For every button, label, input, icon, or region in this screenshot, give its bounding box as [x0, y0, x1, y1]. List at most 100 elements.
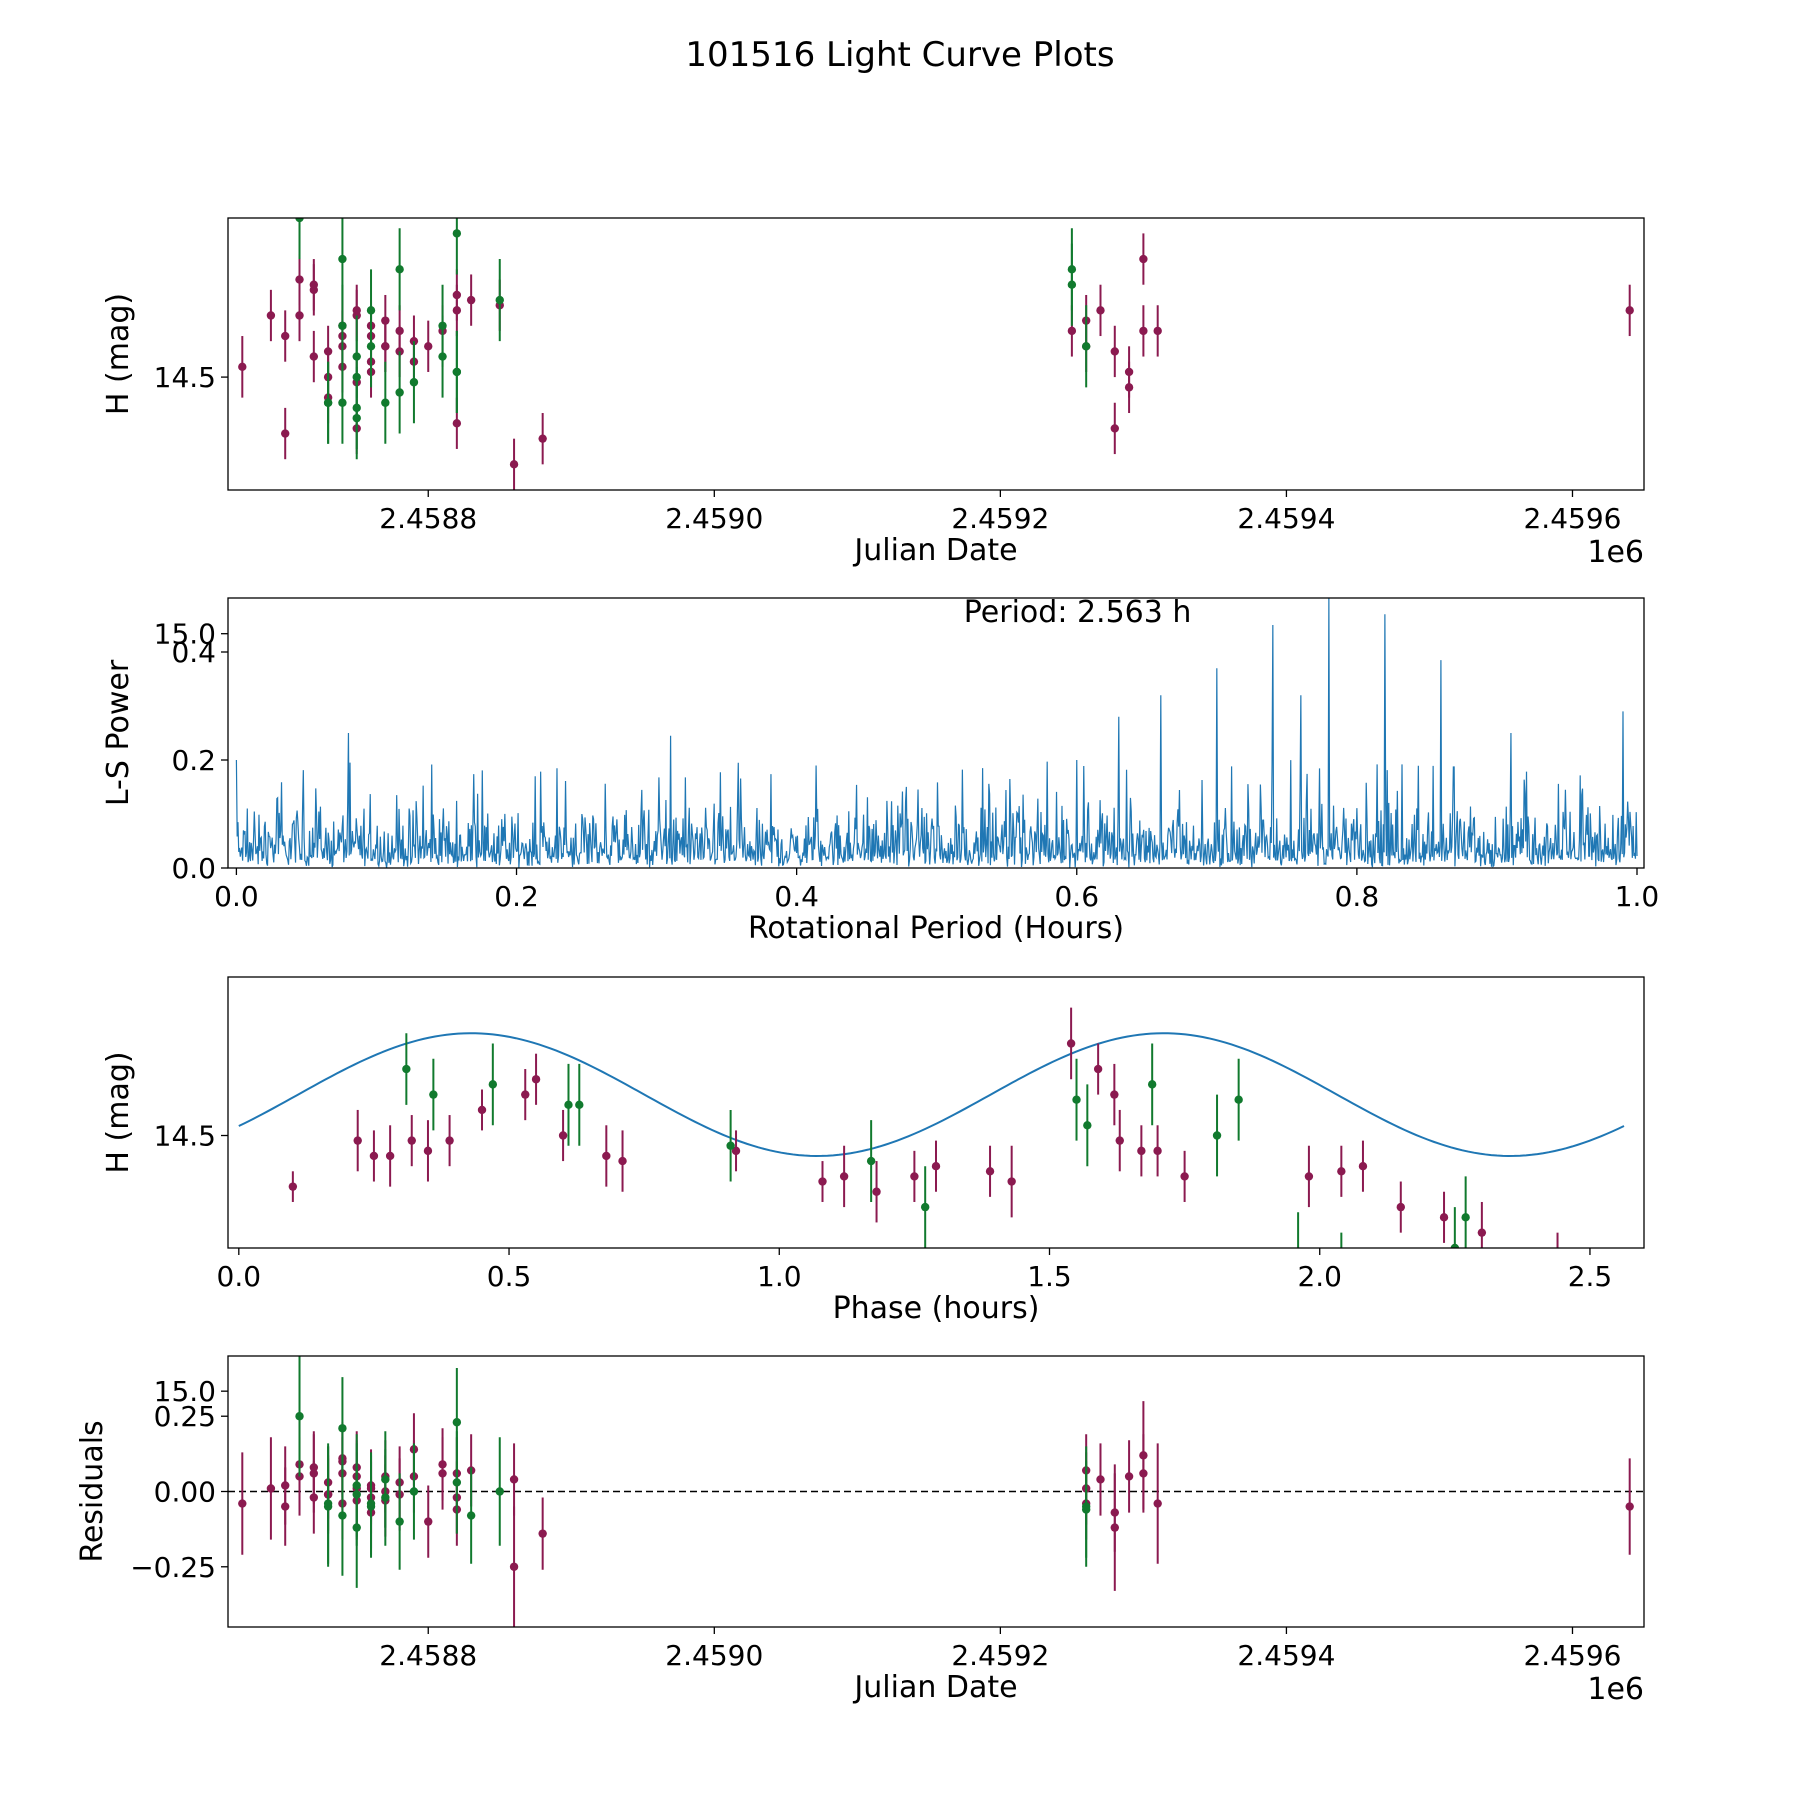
- axes-frame: [227, 597, 1645, 869]
- series-filter-B: [295, 218, 1091, 460]
- x-tick-label: 0.4: [774, 880, 819, 913]
- data-point: [1110, 1090, 1119, 1099]
- plot-area-periodogram: [235, 598, 1638, 868]
- data-point: [1294, 1249, 1302, 1257]
- data-point: [477, 1105, 487, 1115]
- x-tick-label: 1.5: [1027, 1260, 1072, 1293]
- data-point: [495, 1487, 504, 1496]
- data-point: [381, 316, 390, 325]
- data-point: [1139, 1451, 1148, 1460]
- x-tick-label: 2.4594: [1237, 1639, 1335, 1672]
- data-point: [385, 1151, 395, 1161]
- data-point: [1234, 1095, 1243, 1104]
- data-point: [438, 1460, 447, 1469]
- data-point: [910, 1172, 919, 1181]
- data-point: [1396, 1202, 1405, 1212]
- plot-area-jd-mag: [238, 218, 1634, 490]
- x-axis-label: Rotational Period (Hours): [748, 911, 1124, 946]
- data-point: [1461, 1213, 1470, 1222]
- y-tick-label: 15.0: [154, 1375, 216, 1408]
- data-point: [866, 1156, 876, 1166]
- x-axis-offset-label: 1e6: [1587, 1672, 1644, 1707]
- data-point: [309, 280, 319, 289]
- data-point: [1007, 1177, 1016, 1186]
- data-point: [1067, 326, 1077, 336]
- y-tick-label: −0.25: [130, 1551, 216, 1584]
- data-point: [509, 460, 519, 469]
- x-tick-label: 2.0: [1297, 1260, 1342, 1293]
- data-point: [309, 352, 319, 361]
- data-point: [1093, 1064, 1103, 1074]
- data-point: [1625, 306, 1634, 315]
- data-point: [509, 1475, 519, 1484]
- data-point: [338, 1511, 347, 1520]
- y-tick-label: 0.2: [171, 744, 216, 777]
- data-point: [495, 295, 504, 305]
- data-point: [1110, 1508, 1119, 1517]
- data-point: [1153, 1146, 1162, 1156]
- data-point: [985, 1167, 995, 1176]
- data-point: [338, 321, 347, 330]
- data-point: [352, 413, 361, 423]
- data-point: [295, 218, 304, 223]
- data-point: [1081, 1505, 1091, 1514]
- data-point: [1180, 1172, 1189, 1181]
- data-point: [931, 1161, 941, 1171]
- y-axis-label: H (mag): [101, 293, 136, 415]
- y-tick-label: 15.0: [154, 618, 216, 651]
- data-point: [1139, 254, 1148, 264]
- data-point: [402, 1064, 411, 1074]
- data-point: [366, 1499, 376, 1508]
- data-point: [488, 1080, 498, 1089]
- panel-residuals: 2.4588 2.4590 2.4592 2.4594 2.4596 0.25 0.00 −0…: [75, 1355, 1645, 1707]
- data-point: [381, 1493, 390, 1502]
- data-point: [839, 1172, 849, 1181]
- panel-jd-mag: 2.4588 2.4590 2.4592 2.4594 2.4596 15.0 14.5 Ju…: [101, 217, 1645, 651]
- plot-area-residuals: [228, 1356, 1644, 1627]
- data-point: [1124, 383, 1134, 392]
- data-point: [452, 290, 462, 300]
- data-point: [395, 265, 404, 274]
- x-tick-label: 0.2: [494, 880, 539, 913]
- data-point: [1553, 1259, 1561, 1267]
- data-point: [1110, 347, 1119, 356]
- data-point: [281, 429, 290, 438]
- data-point: [323, 398, 333, 407]
- x-axis-label: Phase (hours): [833, 1291, 1040, 1326]
- data-point: [1096, 306, 1105, 315]
- x-axis-offset-label: 1e6: [1587, 535, 1644, 570]
- data-point: [509, 1562, 519, 1571]
- panel-phase-folded: 0.0 0.5 1.0 1.5 2.0 2.5 15.0 14.5 Phase (hours) H…: [101, 976, 1645, 1408]
- data-point: [564, 1100, 573, 1110]
- y-axis-label: L-S Power: [101, 659, 136, 806]
- data-point: [395, 326, 404, 336]
- x-tick-label: 0.8: [1335, 880, 1380, 913]
- data-point: [1096, 1475, 1105, 1484]
- data-point: [531, 1075, 541, 1084]
- x-tick-label: 2.4590: [665, 1639, 763, 1672]
- data-point: [1147, 1080, 1157, 1089]
- data-point: [281, 1481, 290, 1490]
- data-point: [295, 275, 304, 284]
- data-point: [1083, 1121, 1092, 1130]
- data-point: [407, 1136, 416, 1145]
- data-point: [1153, 326, 1162, 336]
- x-axis-label: Julian Date: [852, 1670, 1017, 1705]
- data-point: [538, 434, 547, 443]
- data-point: [366, 342, 376, 351]
- data-point: [338, 1424, 347, 1433]
- data-point: [429, 1090, 438, 1099]
- data-point: [920, 1202, 930, 1212]
- data-point: [818, 1177, 827, 1186]
- data-point: [1139, 326, 1148, 336]
- data-point: [521, 1090, 530, 1099]
- x-tick-label: 0.0: [217, 1260, 262, 1293]
- data-point: [452, 229, 462, 238]
- data-point: [538, 1529, 547, 1538]
- data-point: [452, 1418, 462, 1427]
- x-tick-label: 1.0: [757, 1260, 802, 1293]
- data-point: [445, 1136, 454, 1145]
- panels: 2.4588 2.4590 2.4592 2.4594 2.4596 15.0 14.5 Ju…: [75, 217, 1659, 1707]
- y-axis-label: Residuals: [75, 1420, 110, 1562]
